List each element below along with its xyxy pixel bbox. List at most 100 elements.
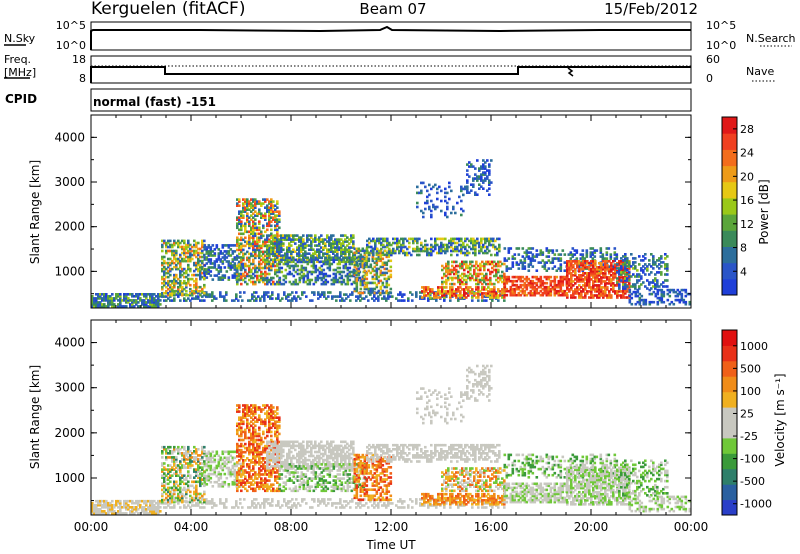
echo-cell — [225, 498, 228, 501]
echo-cell — [211, 254, 215, 257]
echo-cell — [236, 240, 239, 244]
echo-cell — [377, 295, 380, 298]
echo-cell — [404, 251, 407, 255]
echo-cell — [588, 296, 591, 299]
echo-cell — [324, 274, 328, 278]
echo-cell — [256, 248, 259, 252]
echo-cell — [280, 246, 283, 249]
echo-cell — [292, 234, 295, 237]
echo-cell — [267, 502, 270, 505]
echo-cell — [246, 218, 249, 221]
echo-cell — [429, 296, 432, 299]
echo-cell — [390, 251, 393, 255]
echo-cell — [91, 303, 94, 306]
echo-cell — [555, 275, 559, 279]
echo-cell — [187, 267, 190, 271]
echo-cell — [563, 293, 567, 297]
echo-cell — [611, 265, 615, 268]
echo-cell — [638, 275, 641, 278]
echo-cell — [93, 510, 96, 513]
echo-cell — [497, 268, 500, 272]
echo-cell — [505, 293, 509, 297]
echo-cell — [270, 200, 273, 203]
echo-cell — [248, 202, 251, 205]
echo-cell — [415, 500, 418, 503]
echo-cell — [387, 502, 390, 505]
echo-cell — [610, 284, 613, 287]
echo-cell — [201, 241, 204, 245]
echo-cell — [338, 266, 342, 270]
echo-cell — [632, 285, 635, 288]
echo-cell — [258, 222, 261, 225]
echo-cell — [594, 274, 597, 277]
echo-cell — [238, 252, 241, 256]
echo-cell — [668, 302, 672, 306]
echo-cell — [497, 288, 500, 291]
echo-cell — [121, 506, 124, 509]
echo-cell — [634, 267, 637, 270]
echo-cell — [389, 265, 393, 269]
echo-cell — [682, 288, 686, 292]
echo-cell — [236, 270, 239, 274]
echo-cell — [658, 298, 662, 302]
echo-cell — [519, 277, 523, 281]
echo-cell — [590, 268, 593, 271]
echo-cell — [282, 282, 286, 286]
echo-cell — [407, 506, 410, 509]
echo-cell — [656, 290, 660, 294]
echo-cell — [608, 272, 611, 275]
echo-cell — [181, 259, 184, 263]
echo-cell — [298, 268, 302, 272]
echo-cell — [513, 257, 517, 260]
echo-cell — [199, 247, 202, 251]
echo-cell — [342, 260, 346, 264]
echo-cell — [303, 291, 306, 294]
echo-cell — [561, 293, 565, 297]
echo-cell — [421, 290, 424, 293]
echo-cell — [177, 291, 180, 295]
echo-cell — [537, 279, 541, 283]
echo-cell — [260, 258, 263, 262]
echo-cell — [600, 280, 603, 283]
echo-cell — [286, 238, 289, 241]
echo-cell — [233, 299, 236, 302]
echo-cell — [383, 277, 387, 281]
echo-cell — [161, 287, 164, 291]
echo-cell — [491, 294, 494, 297]
echo-cell — [287, 293, 290, 296]
echo-cell — [284, 252, 287, 255]
echo-cell — [381, 271, 385, 275]
echo-cell — [365, 247, 369, 251]
echo-cell — [248, 240, 251, 244]
echo-cell — [229, 248, 233, 251]
echo-cell — [348, 262, 352, 266]
echo-cell — [317, 297, 320, 300]
echo-cell — [271, 291, 274, 294]
echo-cell — [371, 289, 375, 293]
echo-cell — [440, 247, 443, 251]
echo-cell — [519, 259, 523, 262]
echo-cell — [505, 269, 509, 272]
echo-cell — [379, 500, 382, 503]
echo-cell — [256, 236, 259, 240]
echo-cell — [233, 244, 237, 247]
echo-cell — [660, 292, 664, 296]
echo-cell — [101, 510, 104, 513]
echo-cell — [443, 296, 446, 299]
echo-cell — [250, 252, 253, 256]
echo-cell — [119, 295, 122, 298]
echo-cell — [242, 224, 245, 228]
echo-cell — [199, 255, 202, 259]
echo-cell — [270, 208, 273, 211]
echo-cell — [243, 291, 246, 294]
echo-cell — [594, 262, 597, 265]
echo-cell — [253, 502, 256, 505]
echo-cell — [219, 252, 223, 255]
echo-cell — [167, 287, 170, 291]
echo-cell — [274, 210, 277, 213]
echo-cell — [296, 234, 299, 237]
echo-cell — [324, 246, 327, 249]
echo-cell — [423, 294, 426, 297]
echo-cell — [302, 260, 306, 264]
echo-cell — [353, 289, 357, 293]
